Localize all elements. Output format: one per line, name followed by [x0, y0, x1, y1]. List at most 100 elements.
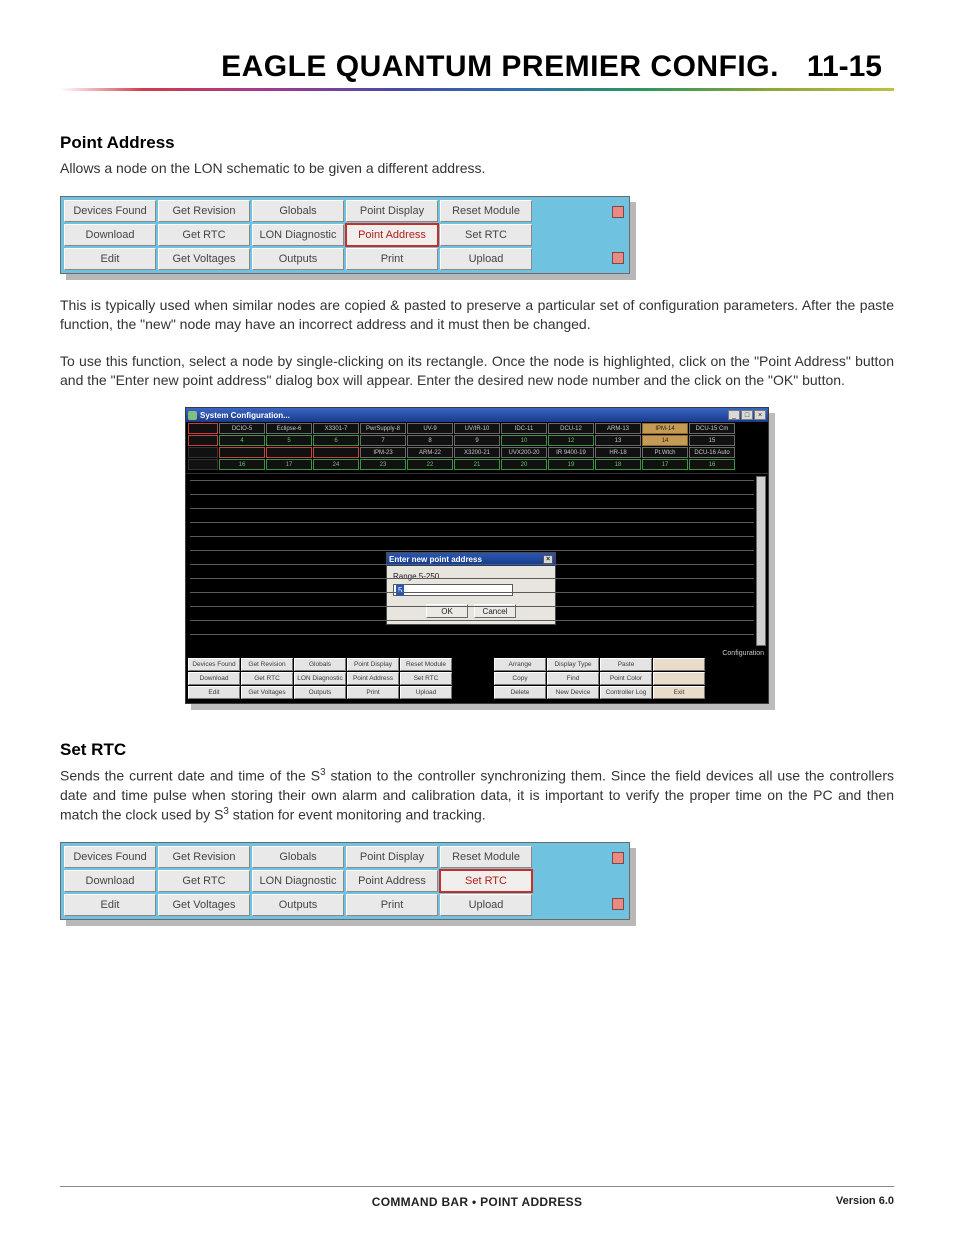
btn-point-address[interactable]: Point Address	[347, 672, 399, 685]
node[interactable]: IPM-14	[642, 423, 688, 434]
btn-lon-diagnostic[interactable]: LON Diagnostic	[294, 672, 346, 685]
node[interactable]: UVX200-20	[501, 447, 547, 458]
btn-download[interactable]: Download	[188, 672, 240, 685]
node[interactable]: IR 9400-19	[548, 447, 594, 458]
node[interactable]: 5	[266, 435, 312, 446]
cmd-button-print[interactable]: Print	[346, 894, 438, 916]
cmd-button-download[interactable]: Download	[64, 224, 156, 246]
btn-new-device[interactable]: New Device	[547, 686, 599, 699]
cmd-button-get-rtc[interactable]: Get RTC	[158, 224, 250, 246]
node[interactable]: 22	[407, 459, 453, 470]
node[interactable]: 7	[360, 435, 406, 446]
btn-reset-module[interactable]: Reset Module	[400, 658, 452, 671]
cmd-button-point-address[interactable]: Point Address	[346, 224, 438, 246]
cmd-button-get-voltages[interactable]: Get Voltages	[158, 248, 250, 270]
btn-delete[interactable]: Delete	[494, 686, 546, 699]
node[interactable]: 16	[689, 459, 735, 470]
node[interactable]: HR-18	[595, 447, 641, 458]
node[interactable]: IDC-11	[501, 423, 547, 434]
cmd-button-lon-diagnostic[interactable]: LON Diagnostic	[252, 224, 344, 246]
node[interactable]: 24	[313, 459, 359, 470]
node[interactable]	[188, 435, 218, 446]
cmd-button-reset-module[interactable]: Reset Module	[440, 200, 532, 222]
btn-arrange[interactable]: Arrange	[494, 658, 546, 671]
cmd-button-get-voltages[interactable]: Get Voltages	[158, 894, 250, 916]
btn-get-voltages[interactable]: Get Voltages	[241, 686, 293, 699]
cmd-button-print[interactable]: Print	[346, 248, 438, 270]
cmd-button-outputs[interactable]: Outputs	[252, 248, 344, 270]
node[interactable]: 12	[548, 435, 594, 446]
btn-find[interactable]: Find	[547, 672, 599, 685]
minimize-icon[interactable]: _	[728, 410, 740, 420]
cmd-button-point-display[interactable]: Point Display	[346, 200, 438, 222]
node[interactable]: DCIO-5	[219, 423, 265, 434]
close-icon[interactable]: ×	[754, 410, 766, 420]
btn-exit[interactable]: Exit	[653, 686, 705, 699]
cmd-button-devices-found[interactable]: Devices Found	[64, 200, 156, 222]
cmd-button-upload[interactable]: Upload	[440, 248, 532, 270]
btn-paste[interactable]: Paste	[600, 658, 652, 671]
node[interactable]: 4	[219, 435, 265, 446]
node[interactable]: 18	[595, 459, 641, 470]
node[interactable]: 8	[407, 435, 453, 446]
vertical-scrollbar[interactable]	[756, 476, 766, 646]
btn-point-display[interactable]: Point Display	[347, 658, 399, 671]
node[interactable]: DCU-16 Auto	[689, 447, 735, 458]
node[interactable]: DCU-15 Cm	[689, 423, 735, 434]
node[interactable]	[266, 447, 312, 458]
cmd-button-edit[interactable]: Edit	[64, 248, 156, 270]
node[interactable]: ARM-22	[407, 447, 453, 458]
cmd-button-globals[interactable]: Globals	[252, 846, 344, 868]
node[interactable]: Eclipse-6	[266, 423, 312, 434]
node[interactable]: 21	[454, 459, 500, 470]
cmd-button-get-revision[interactable]: Get Revision	[158, 200, 250, 222]
node[interactable]: UV-9	[407, 423, 453, 434]
node[interactable]: 9	[454, 435, 500, 446]
btn-point-color[interactable]: Point Color	[600, 672, 652, 685]
node[interactable]: 14	[642, 435, 688, 446]
node[interactable]	[219, 447, 265, 458]
maximize-icon[interactable]: □	[741, 410, 753, 420]
cmd-button-upload[interactable]: Upload	[440, 894, 532, 916]
btn-get-revision[interactable]: Get Revision	[241, 658, 293, 671]
node[interactable]: DCU-12	[548, 423, 594, 434]
node[interactable]: X3301-7	[313, 423, 359, 434]
node[interactable]	[188, 447, 218, 458]
cmd-button-get-rtc[interactable]: Get RTC	[158, 870, 250, 892]
node[interactable]: Pt.Wtch	[642, 447, 688, 458]
cmd-button-set-rtc[interactable]: Set RTC	[440, 224, 532, 246]
cmd-button-globals[interactable]: Globals	[252, 200, 344, 222]
btn-upload[interactable]: Upload	[400, 686, 452, 699]
node[interactable]: 19	[548, 459, 594, 470]
node[interactable]: IPM-23	[360, 447, 406, 458]
btn-set-rtc[interactable]: Set RTC	[400, 672, 452, 685]
btn-copy[interactable]: Copy	[494, 672, 546, 685]
btn-display-type[interactable]: Display Type	[547, 658, 599, 671]
node[interactable]	[188, 423, 218, 434]
cmd-button-lon-diagnostic[interactable]: LON Diagnostic	[252, 870, 344, 892]
node[interactable]: ARM-13	[595, 423, 641, 434]
node[interactable]: 17	[642, 459, 688, 470]
btn-globals[interactable]: Globals	[294, 658, 346, 671]
cmd-button-reset-module[interactable]: Reset Module	[440, 846, 532, 868]
cmd-button-devices-found[interactable]: Devices Found	[64, 846, 156, 868]
node[interactable]: 16	[219, 459, 265, 470]
node[interactable]: 10	[501, 435, 547, 446]
node[interactable]: 20	[501, 459, 547, 470]
cmd-button-point-display[interactable]: Point Display	[346, 846, 438, 868]
cmd-button-point-address[interactable]: Point Address	[346, 870, 438, 892]
node[interactable]: X3200-21	[454, 447, 500, 458]
btn-print[interactable]: Print	[347, 686, 399, 699]
btn-edit[interactable]: Edit	[188, 686, 240, 699]
btn-get-rtc[interactable]: Get RTC	[241, 672, 293, 685]
cmd-button-set-rtc[interactable]: Set RTC	[440, 870, 532, 892]
node[interactable]: 23	[360, 459, 406, 470]
node[interactable]: PwrSupply-8	[360, 423, 406, 434]
btn-controller-log[interactable]: Controller Log	[600, 686, 652, 699]
node[interactable]: 6	[313, 435, 359, 446]
cmd-button-outputs[interactable]: Outputs	[252, 894, 344, 916]
node[interactable]: UV/IR-10	[454, 423, 500, 434]
btn-devices-found[interactable]: Devices Found	[188, 658, 240, 671]
cmd-button-edit[interactable]: Edit	[64, 894, 156, 916]
cmd-button-download[interactable]: Download	[64, 870, 156, 892]
